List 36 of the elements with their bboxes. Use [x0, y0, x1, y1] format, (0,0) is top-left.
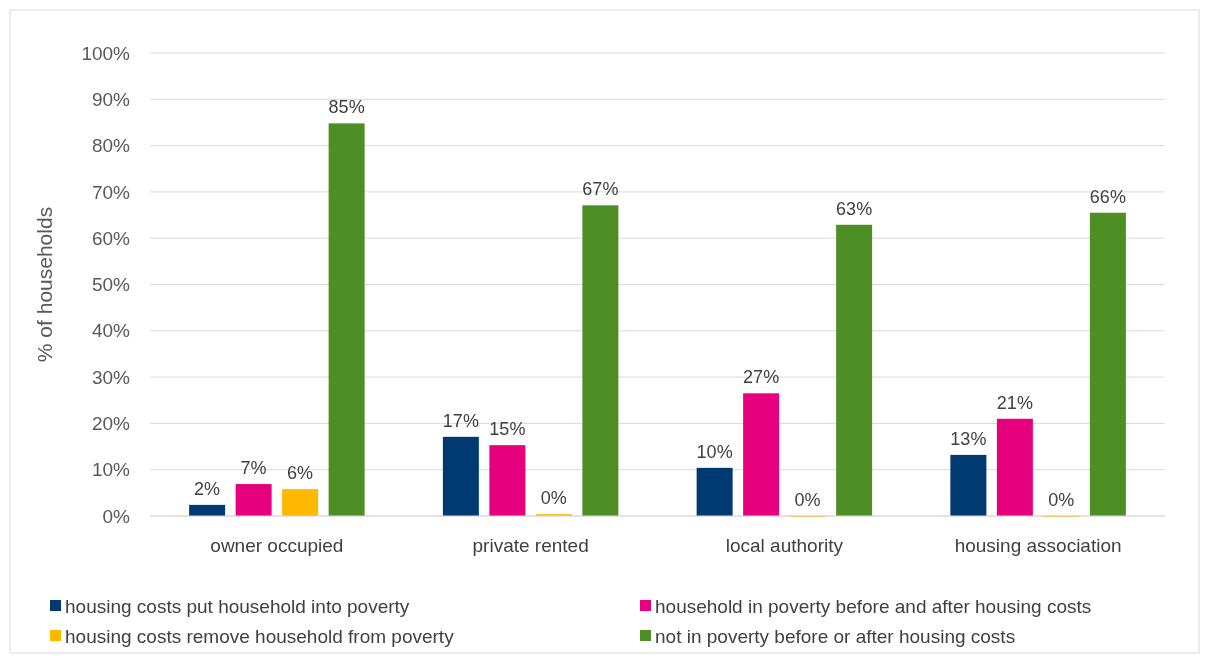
y-tick-label: 0% [102, 505, 131, 527]
y-tick-label: 60% [91, 227, 131, 249]
x-tick-label: housing association [954, 535, 1122, 556]
data-label: 7% [240, 458, 267, 479]
data-label: 0% [1048, 490, 1075, 510]
x-tick-label: local authority [725, 535, 844, 556]
data-label: 17% [442, 410, 479, 431]
y-tick-label: 100% [81, 42, 131, 64]
y-tick-label: 80% [91, 135, 131, 157]
data-label: 66% [1089, 186, 1126, 207]
data-label: 13% [950, 428, 987, 449]
data-label: 85% [328, 97, 365, 118]
y-tick-label: 40% [91, 320, 131, 342]
y-tick-label: 30% [91, 366, 131, 388]
y-tick-label: 70% [91, 181, 131, 203]
x-tick-label: private rented [472, 535, 589, 556]
y-tick-label: 90% [91, 88, 131, 110]
data-label: 15% [489, 419, 526, 440]
data-label: 63% [836, 198, 873, 219]
data-label: 10% [696, 441, 733, 462]
data-label: 21% [996, 392, 1033, 413]
x-tick-label: owner occupied [210, 535, 344, 556]
data-label: 6% [287, 463, 314, 484]
legend-label: household in poverty before and after housing costs [655, 595, 1092, 617]
data-label: 0% [540, 488, 567, 509]
y-tick-label: 50% [91, 274, 131, 296]
legend-label: not in poverty before or after housing costs [655, 625, 1016, 647]
y-tick-label: 10% [91, 459, 131, 481]
y-axis-title: % of households [33, 206, 56, 363]
data-label: 67% [582, 179, 619, 200]
y-tick-label: 20% [91, 413, 131, 435]
data-label: 27% [743, 367, 780, 388]
data-label: 2% [194, 478, 221, 499]
data-label: 0% [794, 490, 821, 510]
legend-label: housing costs remove household from poverty [65, 625, 455, 647]
legend-label: housing costs put household into poverty [65, 595, 410, 617]
